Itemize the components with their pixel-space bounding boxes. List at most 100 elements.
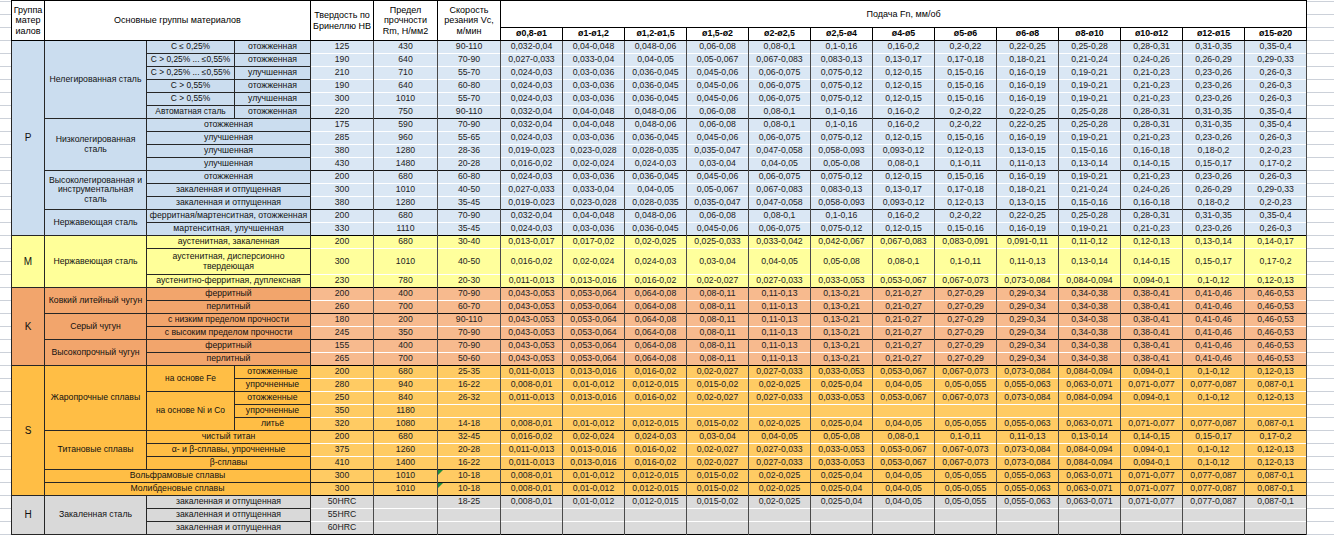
feed-cell[interactable]: 0,04-0,05 (749, 431, 811, 444)
feed-cell[interactable]: 0,22-0,25 (997, 106, 1059, 119)
material-subtype-cell[interactable]: Автоматная сталь (147, 106, 235, 119)
feed-cell[interactable]: 0,02-0,027 (687, 444, 749, 457)
feed-cell[interactable]: 0,11-0,13 (749, 340, 811, 353)
feed-cell[interactable]: 0,071-0,077 (1121, 470, 1183, 483)
speed-cell[interactable] (438, 405, 501, 418)
feed-cell[interactable]: 0,013-0,016 (563, 444, 625, 457)
feed-cell[interactable]: 0,08-0,1 (873, 158, 935, 171)
feed-cell[interactable]: 0,34-0,38 (1059, 340, 1121, 353)
feed-cell[interactable]: 0,41-0,46 (1183, 340, 1245, 353)
hardness-cell[interactable]: 175 (311, 119, 374, 132)
feed-cell[interactable]: 0,11-0,12 (1059, 236, 1121, 249)
feed-cell[interactable]: 0,13-0,21 (811, 301, 873, 314)
feed-cell[interactable]: 0,12-0,13 (1245, 392, 1307, 405)
feed-cell[interactable] (625, 405, 687, 418)
hardness-cell[interactable]: 245 (311, 327, 374, 340)
feed-cell[interactable]: 0,06-0,08 (687, 119, 749, 132)
feed-cell[interactable]: 0,033-0,053 (811, 444, 873, 457)
feed-cell[interactable]: 0,1-0,12 (1183, 444, 1245, 457)
feed-cell[interactable]: 0,16-0,2 (873, 119, 935, 132)
feed-cell[interactable]: 0,025-0,04 (811, 418, 873, 431)
feed-cell[interactable]: 0,036-0,045 (625, 67, 687, 80)
feed-cell[interactable]: 0,23-0,26 (1183, 223, 1245, 236)
speed-cell[interactable]: 14-18 (438, 418, 501, 431)
feed-cell[interactable] (625, 509, 687, 522)
feed-cell[interactable]: 0,033-0,053 (811, 366, 873, 379)
column-header-diameter[interactable]: ø6-ø8 (997, 28, 1059, 41)
feed-cell[interactable]: 0,35-0,4 (1245, 41, 1307, 54)
hardness-cell[interactable]: 200 (311, 288, 374, 301)
feed-cell[interactable]: 0,12-0,13 (935, 197, 997, 210)
feed-cell[interactable]: 0,12-0,13 (1245, 444, 1307, 457)
strength-cell[interactable]: 400 (374, 288, 438, 301)
hardness-cell[interactable]: 200 (311, 431, 374, 444)
feed-cell[interactable] (625, 522, 687, 535)
strength-cell[interactable]: 1280 (374, 145, 438, 158)
feed-cell[interactable]: 0,053-0,067 (873, 392, 935, 405)
material-condition-cell[interactable]: отожженная (235, 80, 311, 93)
feed-cell[interactable]: 0,08-0,1 (749, 119, 811, 132)
feed-cell[interactable]: 0,28-0,31 (1121, 210, 1183, 223)
feed-cell[interactable]: 0,26-0,3 (1245, 223, 1307, 236)
feed-cell[interactable]: 0,04-0,05 (873, 483, 935, 496)
material-condition-cell[interactable]: с высоким пределом прочности (147, 327, 311, 340)
material-family-cell[interactable]: Низколегированная сталь (45, 119, 147, 171)
feed-cell[interactable]: 0,025-0,04 (811, 483, 873, 496)
column-header-feed[interactable]: Подача Fn, мм/об (501, 1, 1307, 28)
feed-cell[interactable]: 0,17-0,18 (935, 184, 997, 197)
feed-cell[interactable]: 0,15-0,16 (935, 223, 997, 236)
hardness-cell[interactable]: 430 (311, 158, 374, 171)
feed-cell[interactable]: 0,084-0,094 (1059, 457, 1121, 470)
material-family-cell[interactable]: Серый чугун (45, 314, 147, 340)
feed-cell[interactable]: 0,053-0,064 (563, 288, 625, 301)
feed-cell[interactable]: 0,075-0,12 (811, 67, 873, 80)
feed-cell[interactable]: 0,12-0,13 (1245, 275, 1307, 288)
feed-cell[interactable]: 0,23-0,26 (1183, 132, 1245, 145)
feed-cell[interactable]: 0,008-0,01 (501, 496, 563, 509)
material-condition-cell[interactable]: закаленная и отпущенная (147, 509, 311, 522)
speed-cell[interactable]: 70-90 (438, 288, 501, 301)
feed-cell[interactable] (873, 522, 935, 535)
feed-cell[interactable] (873, 509, 935, 522)
material-condition-cell[interactable]: закаленная и отпущенная (147, 197, 311, 210)
feed-cell[interactable]: 0,16-0,19 (997, 223, 1059, 236)
feed-cell[interactable]: 0,024-0,03 (625, 431, 687, 444)
feed-cell[interactable]: 0,016-0,02 (501, 249, 563, 275)
feed-cell[interactable]: 0,064-0,08 (625, 301, 687, 314)
feed-cell[interactable]: 0,055-0,063 (997, 470, 1059, 483)
strength-cell[interactable]: 680 (374, 171, 438, 184)
strength-cell[interactable]: 1010 (374, 470, 438, 483)
feed-cell[interactable]: 0,016-0,02 (625, 275, 687, 288)
speed-cell[interactable]: 35-45 (438, 197, 501, 210)
feed-cell[interactable]: 0,34-0,38 (1059, 327, 1121, 340)
material-condition-cell[interactable]: закаленная и отпущенная (147, 522, 311, 535)
feed-cell[interactable]: 0,012-0,015 (625, 496, 687, 509)
feed-cell[interactable]: 0,24-0,26 (1121, 184, 1183, 197)
speed-cell[interactable]: 55-65 (438, 132, 501, 145)
speed-cell[interactable]: 60-70 (438, 301, 501, 314)
feed-cell[interactable]: 0,064-0,08 (625, 353, 687, 366)
feed-cell[interactable]: 0,05-0,067 (687, 184, 749, 197)
feed-cell[interactable]: 0,41-0,46 (1183, 314, 1245, 327)
feed-cell[interactable]: 0,05-0,08 (811, 431, 873, 444)
feed-cell[interactable]: 0,02-0,025 (749, 379, 811, 392)
hardness-cell[interactable]: 300 (311, 470, 374, 483)
feed-cell[interactable]: 0,016-0,02 (501, 431, 563, 444)
strength-cell[interactable]: 940 (374, 379, 438, 392)
feed-cell[interactable]: 0,043-0,053 (501, 314, 563, 327)
feed-cell[interactable]: 0,41-0,46 (1183, 301, 1245, 314)
feed-cell[interactable]: 0,083-0,091 (935, 236, 997, 249)
feed-cell[interactable]: 0,12-0,15 (873, 132, 935, 145)
feed-cell[interactable]: 0,028-0,035 (625, 145, 687, 158)
feed-cell[interactable]: 0,043-0,053 (501, 301, 563, 314)
material-condition-cell[interactable]: улучшенная (235, 67, 311, 80)
speed-cell[interactable]: 28-36 (438, 145, 501, 158)
material-condition-cell[interactable]: литьё (235, 418, 311, 431)
feed-cell[interactable]: 0,18-0,2 (1183, 197, 1245, 210)
material-condition-cell[interactable]: улучшенная (147, 158, 311, 171)
material-family-cell[interactable]: Нержавеющая сталь (45, 210, 147, 236)
material-condition-cell[interactable]: чистый титан (147, 431, 311, 444)
feed-cell[interactable]: 0,024-0,03 (501, 132, 563, 145)
group-letter-cell[interactable]: P (12, 41, 45, 236)
material-condition-cell[interactable]: закаленная и отпущенная (147, 184, 311, 197)
